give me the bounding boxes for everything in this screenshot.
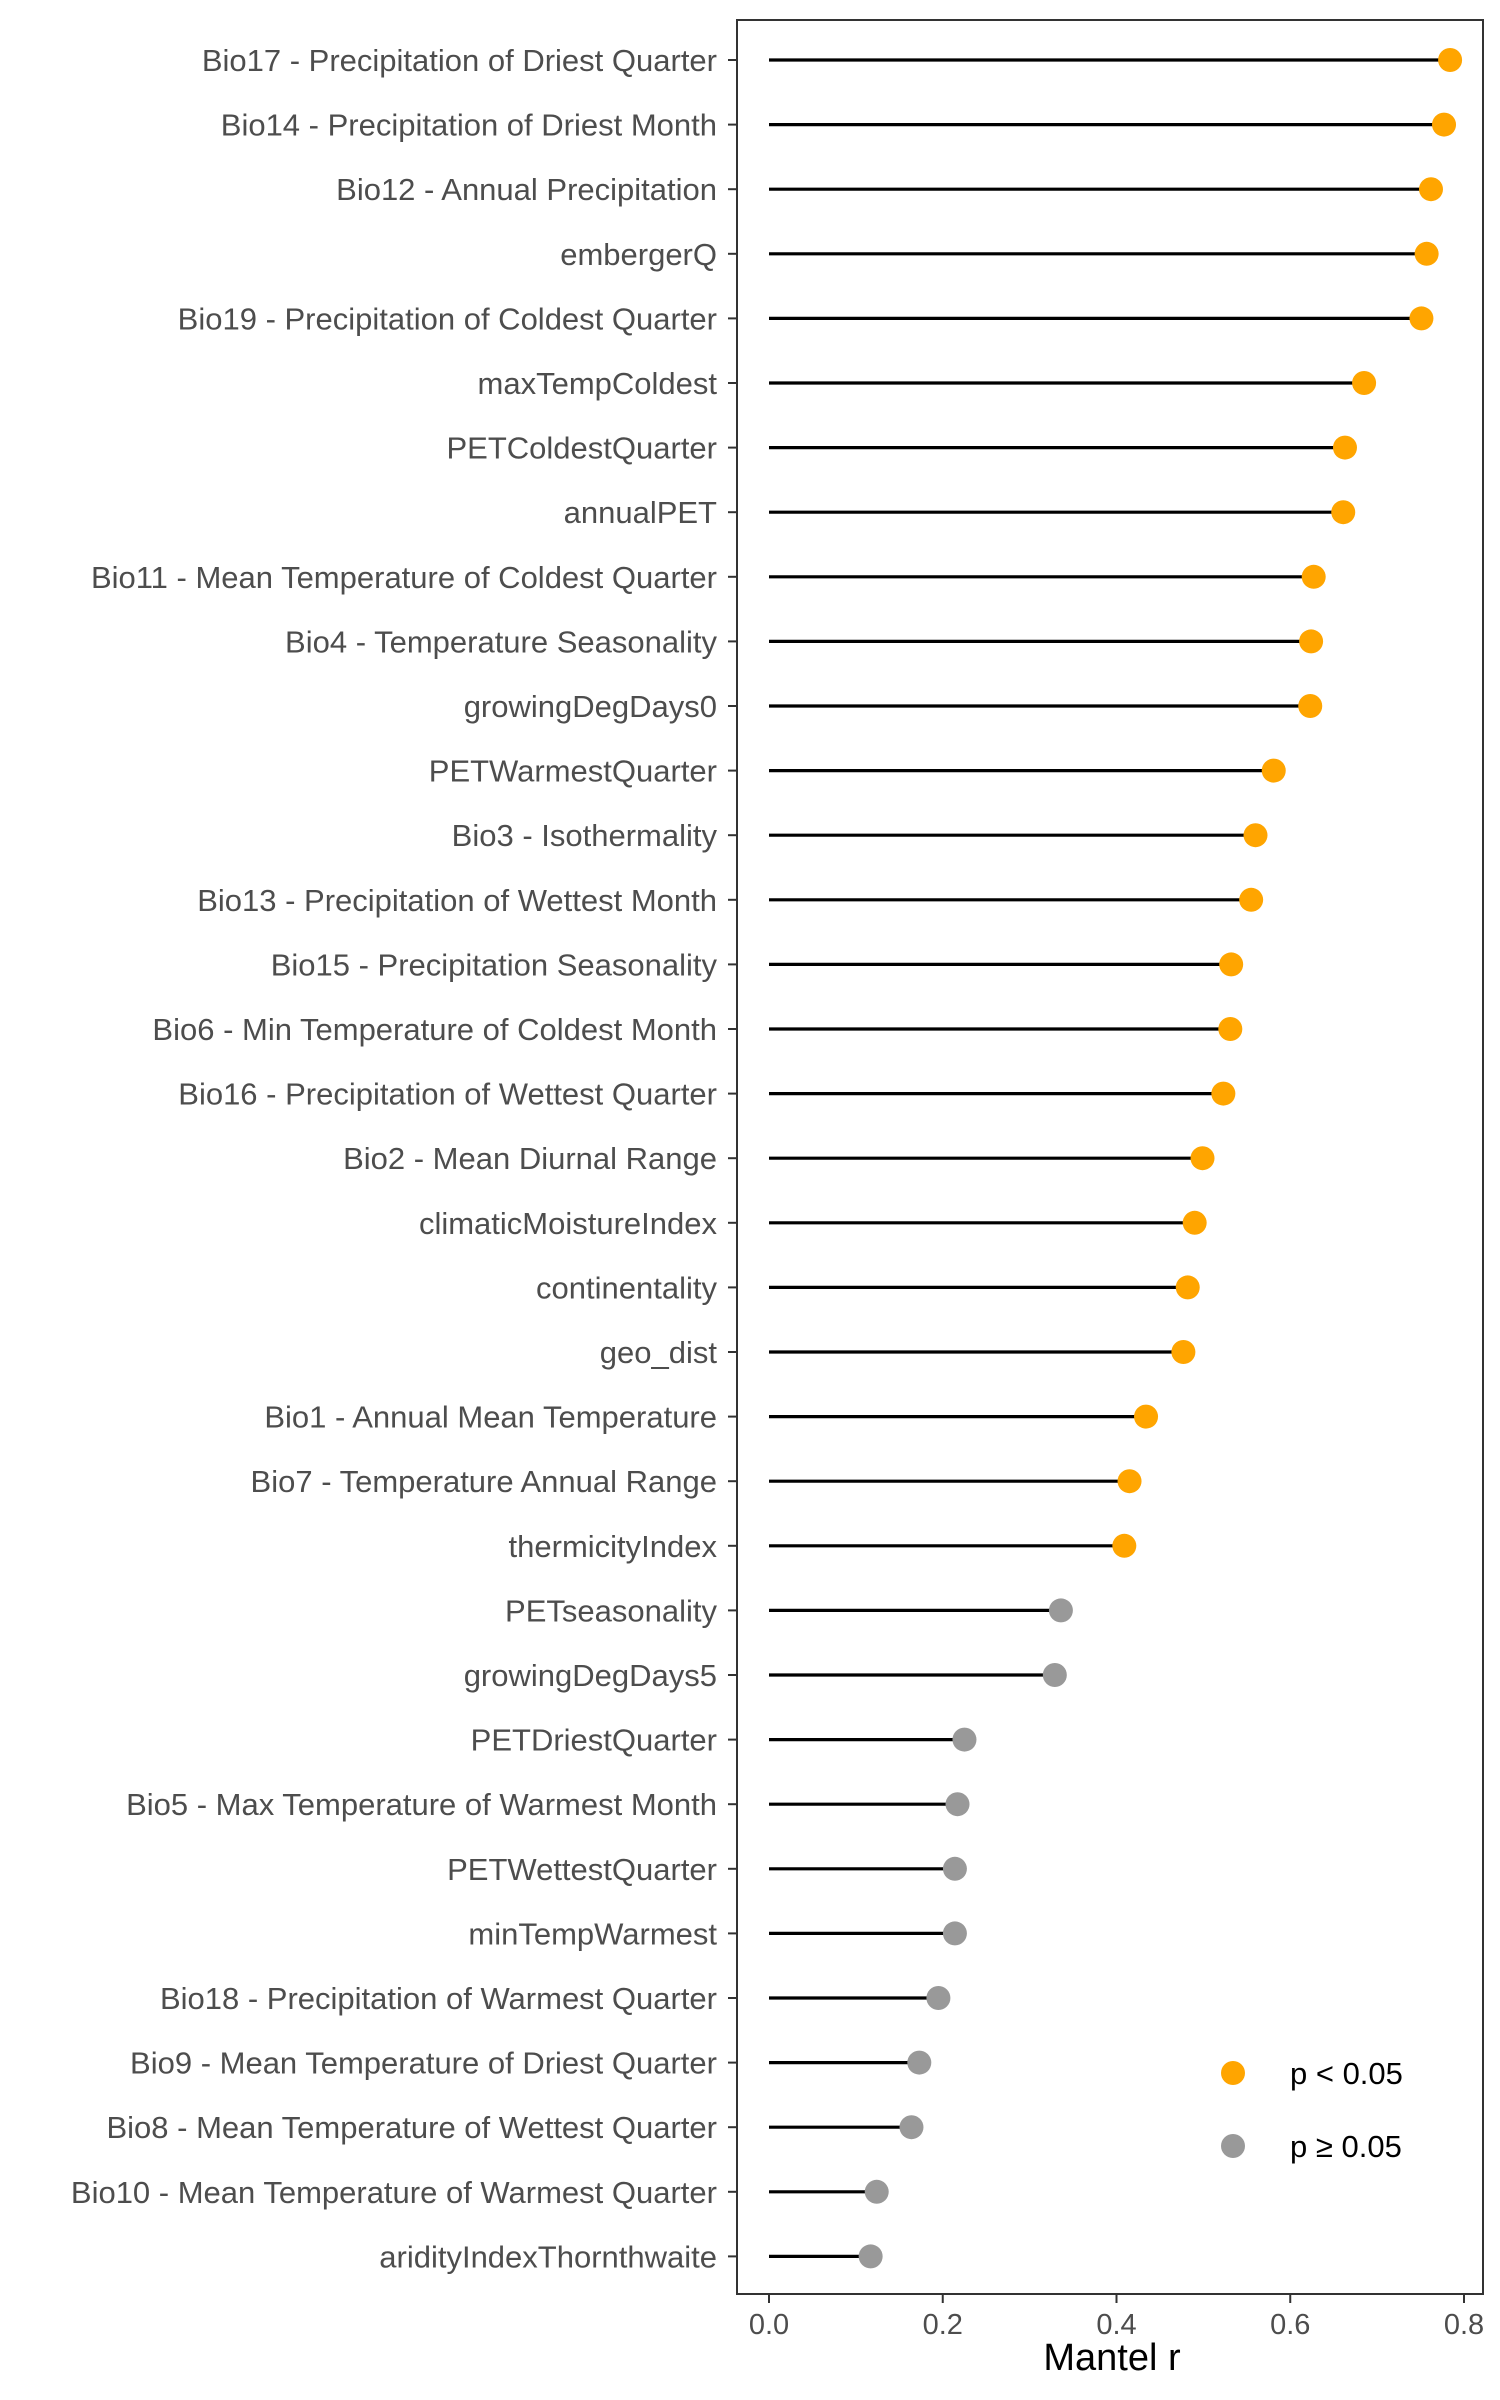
legend-key-significant <box>1221 2061 1245 2085</box>
y-tick-label: Bio18 - Precipitation of Warmest Quarter <box>160 1981 717 2016</box>
x-tick-label: 0.8 <box>1444 2309 1484 2341</box>
lollipop-point <box>1299 629 1324 654</box>
y-tick-label: aridityIndexThornthwaite <box>379 2239 717 2274</box>
lollipop-points <box>858 48 1463 2269</box>
y-tick-label: Bio2 - Mean Diurnal Range <box>343 1141 717 1176</box>
legend-key-not-significant <box>1221 2134 1245 2158</box>
y-tick-label: Bio19 - Precipitation of Coldest Quarter <box>178 301 717 336</box>
y-tick-label: thermicityIndex <box>509 1529 718 1564</box>
lollipop-point <box>1175 1275 1200 1300</box>
lollipop-point <box>952 1727 977 1752</box>
lollipop-point <box>1332 435 1357 460</box>
lollipop-point <box>1409 306 1434 331</box>
lollipop-point <box>945 1792 970 1817</box>
y-tick-label: Bio5 - Max Temperature of Warmest Month <box>126 1787 717 1822</box>
y-tick-label: continentality <box>536 1270 717 1305</box>
y-tick-label: annualPET <box>564 495 717 530</box>
y-tick-label: Bio10 - Mean Temperature of Warmest Quar… <box>71 2175 717 2210</box>
lollipop-point <box>1211 1081 1236 1106</box>
lollipop-point <box>1438 48 1463 72</box>
legend: p < 0.05 p ≥ 0.05 <box>1221 2056 1403 2164</box>
lollipop-point <box>1112 1533 1137 1558</box>
y-axis: Bio17 - Precipitation of Driest Quarter B… <box>71 43 737 2274</box>
y-tick-label: growingDegDays5 <box>464 1658 717 1693</box>
y-tick-label: Bio16 - Precipitation of Wettest Quarter <box>178 1077 717 1112</box>
plot-panel <box>736 19 1484 2295</box>
lollipop-point <box>1218 1017 1243 1041</box>
y-tick-label: Bio9 - Mean Temperature of Driest Quarte… <box>130 2046 717 2081</box>
lollipop-point <box>1414 241 1439 266</box>
x-axis: 0.0 0.2 0.4 0.6 0.8 <box>749 2294 1484 2341</box>
lollipop-point <box>1352 371 1377 395</box>
lollipop-point <box>858 2244 883 2269</box>
y-tick-label: Bio1 - Annual Mean Temperature <box>264 1400 717 1435</box>
y-tick-label: Bio17 - Precipitation of Driest Quarter <box>202 43 717 78</box>
lollipop-point <box>1418 177 1443 202</box>
lollipop-point <box>1134 1404 1159 1429</box>
lollipop-point <box>907 2050 932 2075</box>
y-tick-label: Bio3 - Isothermality <box>452 818 718 853</box>
lollipop-point <box>1190 1146 1215 1171</box>
y-tick-label: geo_dist <box>600 1335 718 1370</box>
lollipop-point <box>1182 1210 1207 1235</box>
y-tick-label: embergerQ <box>560 237 717 272</box>
y-tick-label: PETColdestQuarter <box>447 431 718 466</box>
y-tick-label: PETDriestQuarter <box>471 1723 717 1758</box>
y-tick-label: Bio7 - Temperature Annual Range <box>251 1464 717 1499</box>
y-tick-label: Bio12 - Annual Precipitation <box>336 172 717 207</box>
lollipop-point <box>899 2115 924 2140</box>
lollipop-point <box>1048 1598 1073 1623</box>
lollipop-point <box>1261 758 1286 783</box>
lollipop-point <box>1298 694 1323 718</box>
y-tick-label: maxTempColdest <box>478 366 718 401</box>
lollipop-point <box>1042 1663 1067 1687</box>
lollipop-point <box>942 1921 967 1946</box>
y-tick-label: growingDegDays0 <box>464 689 717 724</box>
legend-label-significant: p < 0.05 <box>1290 2056 1403 2091</box>
lollipop-point <box>1239 887 1264 912</box>
y-tick-label: climaticMoistureIndex <box>419 1206 718 1241</box>
y-tick-label: Bio6 - Min Temperature of Coldest Month <box>152 1012 717 1047</box>
lollipop-point <box>1117 1469 1142 1494</box>
x-tick-label: 0.6 <box>1270 2309 1310 2341</box>
x-tick-label: 0.2 <box>923 2309 963 2341</box>
y-tick-label: Bio8 - Mean Temperature of Wettest Quart… <box>106 2110 717 2145</box>
lollipop-point <box>1331 500 1356 525</box>
lollipop-segments <box>769 58 1451 2258</box>
y-tick-label: PETWettestQuarter <box>447 1852 717 1887</box>
lollipop-point <box>1243 823 1268 848</box>
lollipop-point <box>864 2179 889 2204</box>
x-tick-label: 0.4 <box>1096 2309 1136 2341</box>
legend-label-not-significant: p ≥ 0.05 <box>1290 2129 1402 2164</box>
lollipop-point <box>926 1986 951 2010</box>
y-tick-label: Bio15 - Precipitation Seasonality <box>271 947 718 982</box>
x-axis-title: Mantel r <box>1043 2337 1181 2379</box>
lollipop-point <box>1301 564 1326 589</box>
lollipop-point <box>1432 112 1457 137</box>
lollipop-point <box>1171 1340 1196 1364</box>
y-tick-label: PETWarmestQuarter <box>429 754 717 789</box>
lollipop-point <box>1219 952 1244 977</box>
y-tick-label: Bio13 - Precipitation of Wettest Month <box>197 883 717 918</box>
y-tick-label: Bio11 - Mean Temperature of Coldest Quar… <box>91 560 717 595</box>
y-tick-label: Bio4 - Temperature Seasonality <box>285 624 717 659</box>
lollipop-point <box>942 1856 967 1881</box>
panel-border <box>736 19 1484 2295</box>
x-tick-label: 0.0 <box>749 2309 789 2341</box>
y-tick-label: Bio14 - Precipitation of Driest Month <box>221 108 717 143</box>
y-tick-label: minTempWarmest <box>468 1916 717 1951</box>
y-tick-label: PETseasonality <box>505 1593 717 1628</box>
